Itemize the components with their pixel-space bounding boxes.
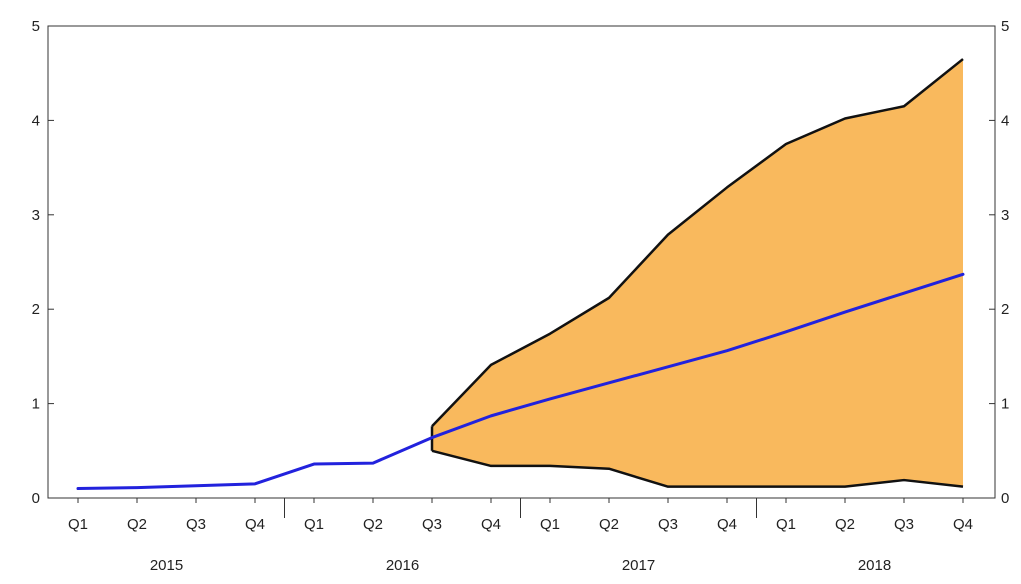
x-tick-label: Q2 <box>835 516 855 533</box>
x-tick-label: Q4 <box>717 516 737 533</box>
x-tick-label: Q3 <box>186 516 206 533</box>
x-tick-label: Q4 <box>953 516 973 533</box>
left-y-tick-label: 4 <box>32 112 40 129</box>
right-y-tick-label: 5 <box>1001 18 1009 35</box>
left-y-axis: 0 1 2 3 4 5 <box>32 18 54 507</box>
x-tick-label: Q2 <box>127 516 147 533</box>
x-tick-label: Q2 <box>599 516 619 533</box>
left-y-tick-label: 2 <box>32 301 40 318</box>
x-tick-label: Q1 <box>540 516 560 533</box>
x-tick-label: Q3 <box>658 516 678 533</box>
x-tick-label: Q4 <box>481 516 501 533</box>
central-projection-line <box>76 272 965 491</box>
right-y-axis: 0 1 2 3 4 5 <box>989 18 1009 507</box>
right-y-tick-label: 3 <box>1001 207 1009 224</box>
forecast-band-area <box>432 59 963 487</box>
left-y-tick-label: 0 <box>32 490 40 507</box>
x-tick-label: Q4 <box>245 516 265 533</box>
band-upper-edge <box>431 58 964 428</box>
x-tick-label: Q1 <box>304 516 324 533</box>
year-label: 2015 <box>150 557 183 574</box>
forecast-band-layer <box>430 58 964 488</box>
plot-area-frame <box>47 25 996 499</box>
year-label: 2017 <box>622 557 655 574</box>
right-y-tick-label: 1 <box>1001 396 1009 413</box>
x-tick-label: Q1 <box>68 516 88 533</box>
left-y-tick-label: 5 <box>32 18 40 35</box>
central-line-layer <box>76 272 965 491</box>
x-tick-label: Q3 <box>422 516 442 533</box>
right-y-tick-label: 2 <box>1001 301 1009 318</box>
left-y-tick-label: 3 <box>32 207 40 224</box>
x-tick-label: Q2 <box>363 516 383 533</box>
left-y-tick-label: 1 <box>32 396 40 413</box>
right-y-tick-label: 4 <box>1001 112 1009 129</box>
band-lower-edge <box>431 449 964 488</box>
year-label: 2018 <box>858 557 891 574</box>
year-label: 2016 <box>386 557 419 574</box>
x-tick-label: Q3 <box>894 516 914 533</box>
x-tick-label: Q1 <box>776 516 796 533</box>
right-y-tick-label: 0 <box>1001 490 1009 507</box>
x-axis: Q1 Q2 Q3 Q4 Q1 Q2 Q3 Q4 Q1 Q2 Q3 Q4 Q1 Q2 Q3 Q4 2015 2016… <box>68 498 973 574</box>
